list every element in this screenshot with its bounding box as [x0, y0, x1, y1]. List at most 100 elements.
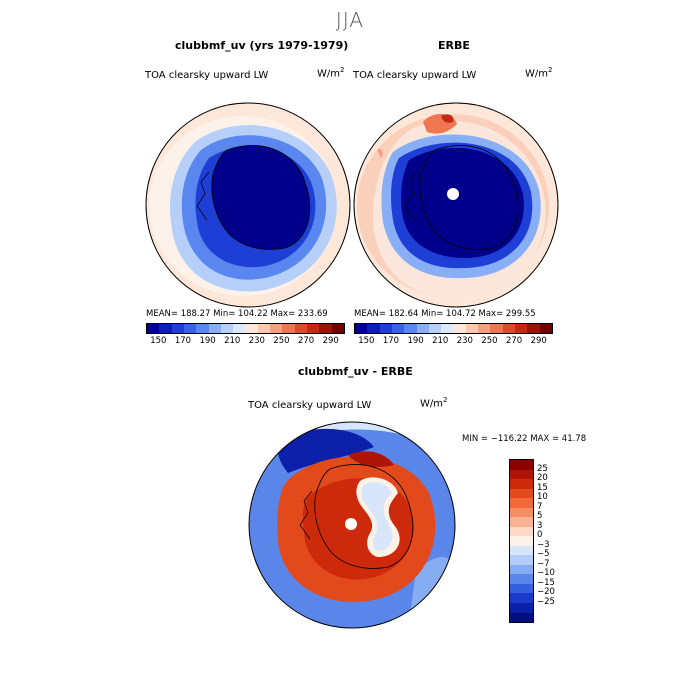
colorbar-tick-label: 5 — [537, 511, 543, 522]
colorbar-tick-label: 190 — [407, 336, 424, 346]
colorbar-swatch — [183, 324, 197, 333]
colorbar-swatch — [282, 324, 295, 333]
right-panel-stats: MEAN= 182.64 Min= 104.72 Max= 299.55 — [354, 309, 536, 319]
right-polar-map — [353, 102, 559, 308]
colorbar-swatch — [510, 469, 533, 480]
colorbar-swatch — [233, 324, 246, 333]
colorbar-swatch — [490, 324, 503, 333]
left-colorbar-ticks: 150 170 190 210 230 250 270 290 — [146, 336, 343, 348]
colorbar-tick-label: 170 — [382, 336, 400, 346]
difference-variable: TOA clearsky upward LW — [248, 400, 372, 411]
colorbar-swatch — [510, 574, 533, 584]
colorbar-swatch — [510, 507, 533, 518]
colorbar-tick-label: −25 — [537, 596, 555, 607]
colorbar-swatch — [307, 324, 320, 333]
difference-colorbar-labels: 25 20 15 10 7 5 3 0 −3 −5 −7 −10 −15 −20 −25 — [537, 459, 577, 621]
colorbar-swatch — [478, 324, 491, 333]
colorbar-tick-label: 15 — [537, 482, 548, 493]
colorbar-tick-label: 7 — [537, 501, 543, 512]
colorbar-tick-label: 290 — [322, 336, 339, 346]
colorbar-swatch — [510, 526, 533, 537]
peninsula-coastline — [404, 171, 418, 221]
colorbar-tick-label: 210 — [224, 336, 241, 346]
colorbar-swatch — [502, 324, 516, 333]
colorbar-tick-label: 270 — [505, 336, 523, 346]
colorbar-tick-label: 25 — [537, 463, 548, 474]
colorbar-tick-label: −5 — [537, 549, 550, 560]
colorbar-tick-label: 230 — [456, 336, 473, 346]
difference-colorbar — [509, 459, 534, 623]
left-polar-map — [145, 102, 351, 308]
colorbar-tick-label: 3 — [537, 520, 543, 531]
antarctica-coastline — [314, 464, 414, 569]
map-border — [145, 102, 351, 308]
colorbar-swatch — [208, 324, 221, 333]
colorbar-swatch — [510, 460, 533, 470]
colorbar-tick-label: −7 — [537, 558, 550, 569]
colorbar-tick-label: 290 — [530, 336, 547, 346]
colorbar-swatch — [510, 612, 533, 623]
colorbar-tick-label: 190 — [199, 336, 216, 346]
colorbar-tick-label: 230 — [248, 336, 265, 346]
colorbar-swatch — [527, 324, 540, 333]
colorbar-tick-label: −15 — [537, 577, 555, 588]
colorbar-swatch — [441, 324, 454, 333]
colorbar-swatch — [510, 536, 533, 546]
right-panel-units: W/m2 — [525, 66, 553, 80]
colorbar-swatch — [510, 593, 533, 603]
colorbar-tick-label: −10 — [537, 568, 555, 579]
colorbar-swatch — [404, 324, 417, 333]
map-border — [248, 421, 456, 629]
right-panel-title: ERBE — [438, 39, 470, 52]
colorbar-tick-label: 250 — [273, 336, 290, 346]
left-panel-units: W/m2 — [317, 66, 345, 80]
colorbar-swatch — [270, 324, 283, 333]
colorbar-swatch — [245, 324, 258, 333]
colorbar-tick-label: 170 — [174, 336, 192, 346]
colorbar-swatch — [510, 488, 533, 499]
colorbar-tick-label: 270 — [297, 336, 315, 346]
colorbar-swatch — [510, 545, 533, 556]
colorbar-tick-label: −3 — [537, 539, 550, 550]
difference-minmax: MIN = −116.22 MAX = 41.78 — [462, 434, 587, 444]
pole-missing-data — [447, 188, 459, 200]
colorbar-swatch — [510, 479, 533, 489]
right-colorbar-ticks: 150 170 190 210 230 250 270 290 — [354, 336, 551, 348]
colorbar-swatch — [257, 324, 271, 333]
colorbar-tick-label: 150 — [358, 336, 375, 346]
warm-anomaly-core — [348, 451, 394, 467]
colorbar-swatch — [391, 324, 405, 333]
colorbar-tick-label: 10 — [537, 492, 548, 503]
season-title: JJA — [335, 8, 365, 32]
colorbar-swatch — [510, 517, 533, 527]
colorbar-swatch — [515, 324, 528, 333]
colorbar-swatch — [510, 602, 533, 613]
antarctica-coastline — [419, 145, 519, 250]
right-colorbar — [354, 323, 553, 334]
colorbar-swatch — [510, 564, 533, 575]
cold-anomaly-patch — [277, 428, 374, 473]
colorbar-swatch — [294, 324, 308, 333]
colorbar-swatch — [159, 324, 172, 333]
antarctic-core — [211, 145, 310, 250]
colorbar-tick-label: 250 — [481, 336, 498, 346]
colorbar-swatch — [465, 324, 479, 333]
colorbar-swatch — [428, 324, 442, 333]
colorbar-swatch — [539, 324, 552, 333]
near-zero-core — [361, 482, 393, 551]
colorbar-swatch — [510, 555, 533, 565]
colorbar-swatch — [379, 324, 392, 333]
pole-missing-data — [345, 518, 357, 530]
colorbar-tick-label: −20 — [537, 587, 555, 598]
colorbar-swatch — [171, 324, 184, 333]
colorbar-swatch — [367, 324, 380, 333]
antarctic-core — [401, 147, 524, 258]
warm-anomaly-patch — [377, 148, 383, 158]
difference-units: W/m2 — [420, 396, 448, 410]
peninsula-coastline — [299, 490, 313, 540]
antarctica-coastline — [211, 145, 311, 250]
colorbar-tick-label: 20 — [537, 473, 548, 484]
difference-title: clubbmf_uv - ERBE — [298, 365, 413, 378]
colorbar-swatch — [196, 324, 209, 333]
colorbar-tick-label: 0 — [537, 530, 543, 541]
